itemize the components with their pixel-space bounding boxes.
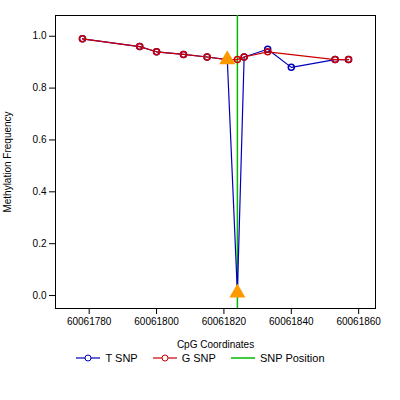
svg-text:CpG Coordinates: CpG Coordinates: [177, 339, 254, 350]
svg-text:Methylation Frequency: Methylation Frequency: [2, 111, 13, 212]
svg-text:60061800: 60061800: [134, 316, 179, 327]
svg-text:1.0: 1.0: [33, 30, 47, 41]
html-text:G SNP: G SNP: [181, 352, 216, 364]
svg-text:60061780: 60061780: [67, 316, 112, 327]
svg-text:0.0: 0.0: [33, 290, 47, 301]
html-text:T SNP: T SNP: [105, 352, 138, 364]
svg-text:60061860: 60061860: [336, 316, 381, 327]
svg-text:0.8: 0.8: [33, 82, 47, 93]
svg-text:0.4: 0.4: [33, 186, 47, 197]
svg-text:60061820: 60061820: [202, 316, 247, 327]
html-text:SNP Position: SNP Position: [259, 352, 325, 364]
svg-text:0.6: 0.6: [33, 134, 47, 145]
svg-text:60061840: 60061840: [269, 316, 314, 327]
svg-text:0.2: 0.2: [33, 238, 47, 249]
